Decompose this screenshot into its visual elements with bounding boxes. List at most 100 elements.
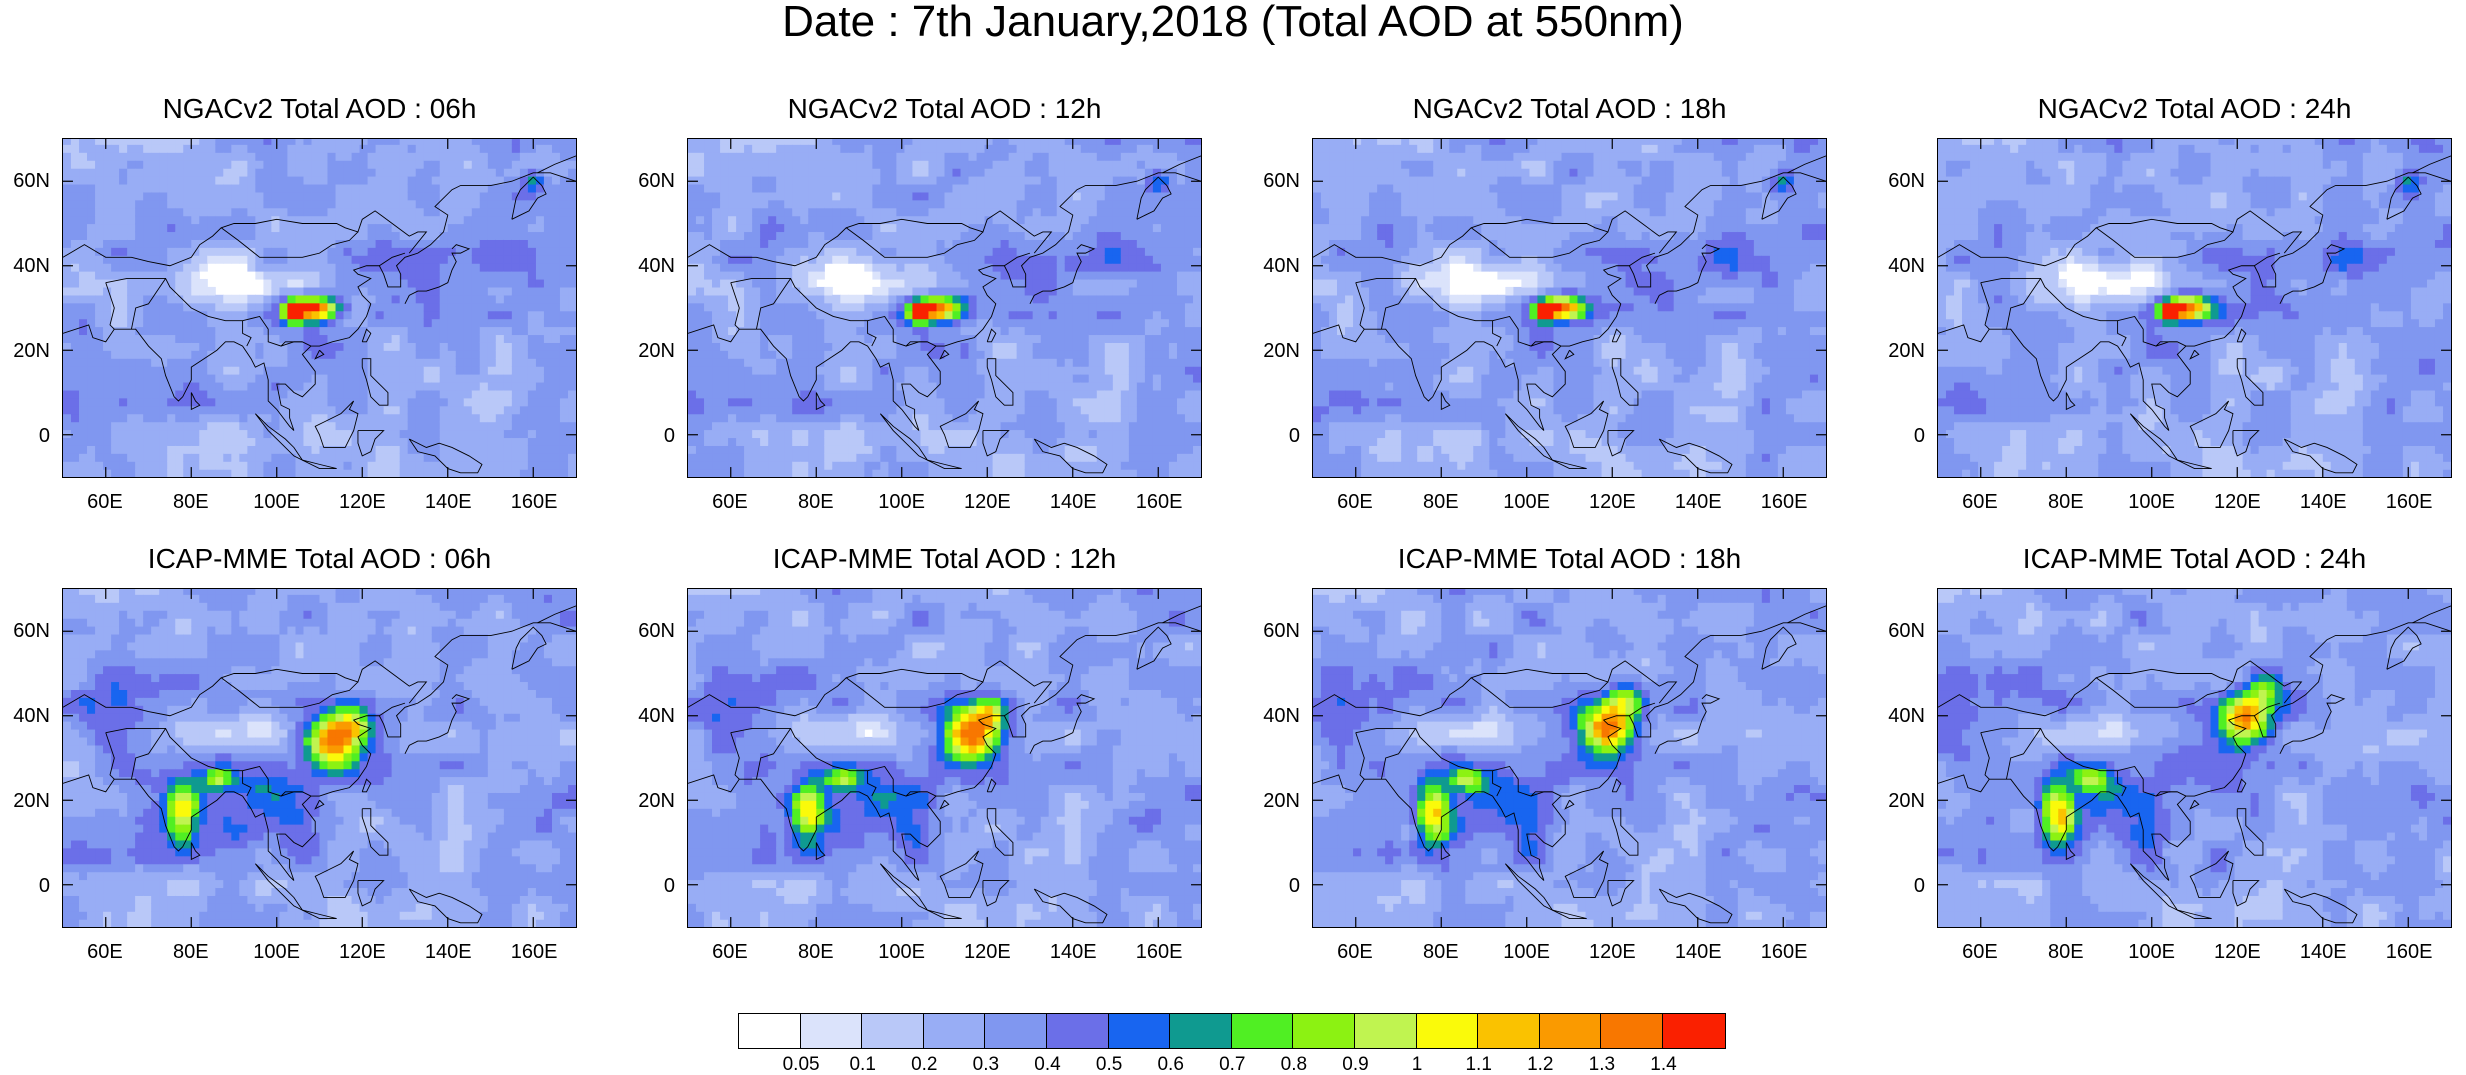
lon-tick-label: 120E bbox=[957, 942, 1017, 962]
lat-tick-label: 0 bbox=[0, 426, 50, 446]
lon-tick-label: 60E bbox=[1325, 942, 1385, 962]
panel-title: NGACv2 Total AOD : 12h bbox=[685, 94, 1205, 124]
aod-field bbox=[63, 589, 576, 927]
lon-tick-label: 160E bbox=[1129, 942, 1189, 962]
lat-tick-label: 40N bbox=[625, 706, 675, 726]
colorbar-swatch bbox=[1601, 1014, 1663, 1048]
lon-tick-label: 140E bbox=[1668, 492, 1728, 512]
lon-tick-label: 160E bbox=[504, 942, 564, 962]
colorbar-swatch bbox=[1047, 1014, 1109, 1048]
lon-tick-label: 140E bbox=[1668, 942, 1728, 962]
lat-tick-label: 20N bbox=[0, 791, 50, 811]
aod-grid-cells bbox=[63, 589, 576, 927]
lon-tick-label: 80E bbox=[161, 942, 221, 962]
aod-map-ngacv2-18h bbox=[1312, 138, 1827, 478]
lon-tick-label: 160E bbox=[2379, 942, 2439, 962]
lat-tick-label: 40N bbox=[625, 256, 675, 276]
lon-tick-label: 100E bbox=[1497, 942, 1557, 962]
lon-tick-label: 160E bbox=[1754, 942, 1814, 962]
lon-tick-label: 120E bbox=[332, 942, 392, 962]
colorbar-swatch bbox=[985, 1014, 1047, 1048]
colorbar-label: 0.2 bbox=[894, 1055, 954, 1075]
colorbar-label: 0.4 bbox=[1018, 1055, 1078, 1075]
lat-tick-label: 20N bbox=[0, 341, 50, 361]
lon-tick-label: 80E bbox=[161, 492, 221, 512]
lon-tick-label: 140E bbox=[418, 942, 478, 962]
lon-tick-label: 80E bbox=[1411, 492, 1471, 512]
lat-tick-label: 60N bbox=[0, 171, 50, 191]
lon-tick-label: 100E bbox=[2122, 942, 2182, 962]
aod-field bbox=[688, 589, 1201, 927]
colorbar-swatch bbox=[1540, 1014, 1602, 1048]
panel-title: ICAP-MME Total AOD : 12h bbox=[685, 544, 1205, 574]
lon-tick-label: 140E bbox=[1043, 942, 1103, 962]
colorbar-swatch bbox=[1417, 1014, 1479, 1048]
lon-tick-label: 140E bbox=[1043, 492, 1103, 512]
lon-tick-label: 100E bbox=[247, 492, 307, 512]
aod-map-icap-mme-24h bbox=[1937, 588, 2452, 928]
lat-tick-label: 0 bbox=[625, 876, 675, 896]
aod-map-icap-mme-18h bbox=[1312, 588, 1827, 928]
colorbar-label: 0.8 bbox=[1264, 1055, 1324, 1075]
lat-tick-label: 20N bbox=[1875, 341, 1925, 361]
colorbar-label: 0.3 bbox=[956, 1055, 1016, 1075]
lat-tick-label: 0 bbox=[625, 426, 675, 446]
lat-tick-label: 40N bbox=[1875, 256, 1925, 276]
aod-map-ngacv2-06h bbox=[62, 138, 577, 478]
lon-tick-label: 100E bbox=[1497, 492, 1557, 512]
lat-tick-label: 40N bbox=[0, 706, 50, 726]
colorbar-swatch bbox=[1663, 1014, 1725, 1048]
lat-tick-label: 40N bbox=[1250, 256, 1300, 276]
aod-field bbox=[63, 139, 576, 477]
lon-tick-label: 80E bbox=[786, 492, 846, 512]
lat-tick-label: 0 bbox=[1250, 876, 1300, 896]
lon-tick-label: 140E bbox=[2293, 942, 2353, 962]
lon-tick-label: 60E bbox=[75, 492, 135, 512]
colorbar-swatch bbox=[1293, 1014, 1355, 1048]
lon-tick-label: 160E bbox=[2379, 492, 2439, 512]
aod-grid-cells bbox=[1938, 589, 2451, 927]
colorbar-label: 1.4 bbox=[1634, 1055, 1694, 1075]
lat-tick-label: 60N bbox=[1250, 171, 1300, 191]
lon-tick-label: 120E bbox=[1582, 942, 1642, 962]
lon-tick-label: 140E bbox=[2293, 492, 2353, 512]
aod-field bbox=[1313, 589, 1826, 927]
lat-tick-label: 0 bbox=[1875, 876, 1925, 896]
lon-tick-label: 80E bbox=[1411, 942, 1471, 962]
lat-tick-label: 60N bbox=[625, 621, 675, 641]
colorbar-swatch bbox=[924, 1014, 986, 1048]
colorbar-swatch bbox=[1355, 1014, 1417, 1048]
lon-tick-label: 120E bbox=[957, 492, 1017, 512]
lon-tick-label: 160E bbox=[1129, 492, 1189, 512]
lat-tick-label: 20N bbox=[1875, 791, 1925, 811]
lon-tick-label: 140E bbox=[418, 492, 478, 512]
lat-tick-label: 20N bbox=[625, 341, 675, 361]
aod-grid-cells bbox=[688, 589, 1201, 927]
lat-tick-label: 40N bbox=[0, 256, 50, 276]
lon-tick-label: 60E bbox=[75, 942, 135, 962]
lon-tick-label: 120E bbox=[332, 492, 392, 512]
lon-tick-label: 120E bbox=[1582, 492, 1642, 512]
colorbar-label: 0.5 bbox=[1079, 1055, 1139, 1075]
lat-tick-label: 60N bbox=[0, 621, 50, 641]
aod-map-ngacv2-24h bbox=[1937, 138, 2452, 478]
aod-field bbox=[1938, 139, 2451, 477]
lat-tick-label: 40N bbox=[1875, 706, 1925, 726]
lat-tick-label: 20N bbox=[1250, 791, 1300, 811]
lat-tick-label: 20N bbox=[625, 791, 675, 811]
colorbar-swatch bbox=[1478, 1014, 1540, 1048]
aod-grid-cells bbox=[1313, 589, 1826, 927]
colorbar-swatch bbox=[862, 1014, 924, 1048]
panel-title: NGACv2 Total AOD : 18h bbox=[1310, 94, 1830, 124]
panel-title: NGACv2 Total AOD : 06h bbox=[60, 94, 580, 124]
aod-grid-cells bbox=[1313, 139, 1826, 477]
lat-tick-label: 0 bbox=[0, 876, 50, 896]
aod-map-icap-mme-12h bbox=[687, 588, 1202, 928]
colorbar-swatch bbox=[1232, 1014, 1294, 1048]
lat-tick-label: 60N bbox=[1875, 621, 1925, 641]
lon-tick-label: 120E bbox=[2207, 942, 2267, 962]
colorbar-label: 0.7 bbox=[1202, 1055, 1262, 1075]
lon-tick-label: 60E bbox=[700, 492, 760, 512]
lat-tick-label: 60N bbox=[1875, 171, 1925, 191]
panel-title: ICAP-MME Total AOD : 06h bbox=[60, 544, 580, 574]
